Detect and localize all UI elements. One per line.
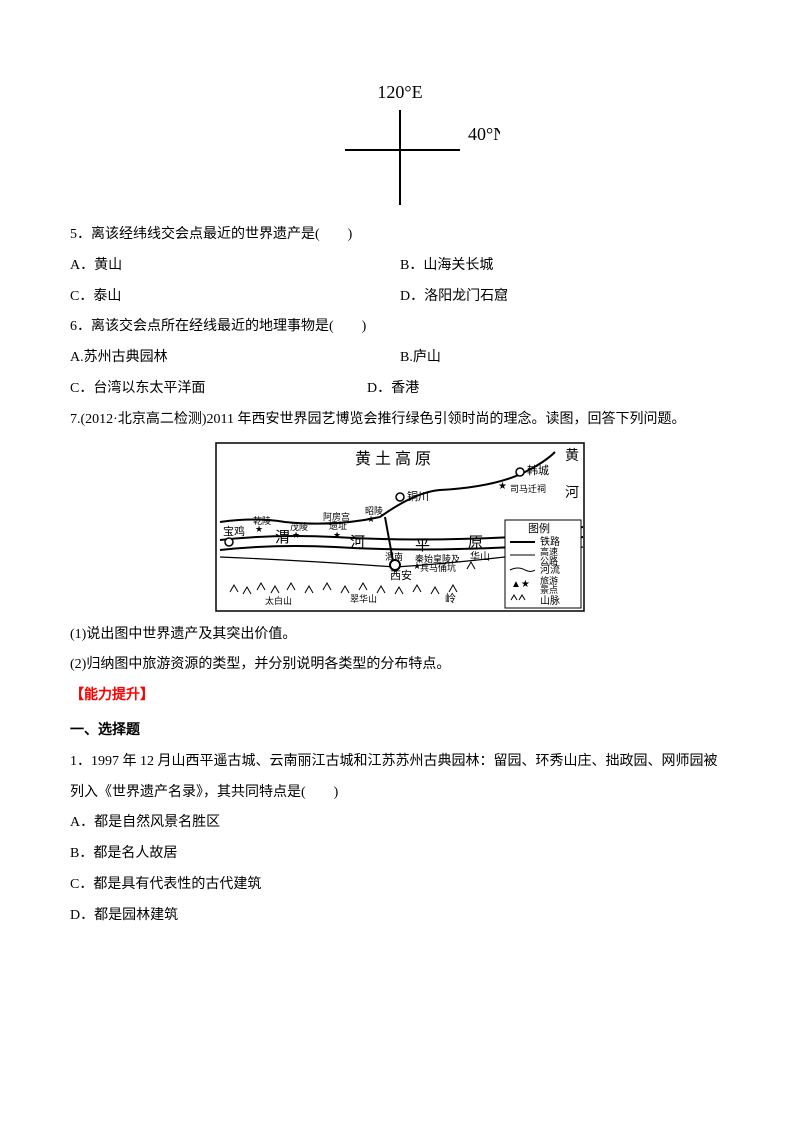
coord-diagram: 120°E 40°N — [70, 80, 730, 210]
legend-title: 图例 — [528, 521, 550, 535]
city-weinan: 渭南 — [385, 551, 403, 562]
plain-ping: 平 — [415, 538, 430, 554]
q5-optD: D．洛阳龙门石窟 — [400, 282, 730, 313]
yellow-river-label: 黄 — [565, 447, 579, 464]
qb1-optA: A．都是自然风景名胜区 — [70, 808, 730, 839]
q5-stem: 5．离该经纬线交会点最近的世界遗产是( ) — [70, 220, 730, 251]
qb1-optB: B．都是名人故居 — [70, 839, 730, 870]
coord-svg: 120°E 40°N — [300, 80, 500, 210]
star-qsh: ★ — [413, 561, 421, 571]
plain-yuan: 原 — [468, 535, 483, 551]
plateau-label: 黄 土 高 原 — [355, 450, 431, 468]
legend-star: ▲★ — [511, 579, 530, 590]
yellow-river-label2: 河 — [565, 485, 579, 501]
q7-sub2: (2)归纳图中旅游资源的类型，并分别说明各类型的分布特点。 — [70, 650, 730, 681]
q5-optC: C．泰山 — [70, 282, 400, 313]
legend-river: 河流 — [540, 563, 560, 576]
star-afang: ★ — [333, 530, 341, 540]
city-tongchuan-dot — [396, 493, 404, 501]
q6-optC: C．台湾以东太平洋面 — [70, 374, 367, 405]
lon-label: 120°E — [377, 82, 422, 102]
city-hancheng: 韩城 — [527, 463, 549, 477]
qb1-stem: 1．1997 年 12 月山西平遥古城、云南丽江古城和江苏苏州古典园林：留园、环… — [70, 747, 730, 809]
qb1-optC: C．都是具有代表性的古代建筑 — [70, 870, 730, 901]
city-cuihua: 翠华山 — [350, 593, 377, 604]
star-sima: ★ — [498, 481, 507, 492]
q5-row2: C．泰山 D．洛阳龙门石窟 — [70, 282, 730, 313]
lat-label: 40°N — [468, 124, 500, 144]
q6-optB: B.庐山 — [400, 343, 730, 374]
section-heading: 一、选择题 — [70, 716, 730, 747]
legend-spot2: 景点 — [540, 585, 558, 595]
star-zhaoling: ★ — [367, 514, 375, 524]
city-qsh2: 兵马俑坑 — [420, 562, 456, 573]
q6-row1: A.苏州古典园林 B.庐山 — [70, 343, 730, 374]
q5-optB: B．山海关长城 — [400, 251, 730, 282]
q6-optD: D．香港 — [367, 374, 730, 405]
q5-optA: A．黄山 — [70, 251, 400, 282]
q6-optA: A.苏州古典园林 — [70, 343, 400, 374]
city-huashan: 华山 — [470, 550, 490, 563]
star-maoling: ★ — [292, 530, 300, 540]
star-qianling: ★ — [255, 524, 263, 534]
city-baoji-dot — [225, 538, 233, 546]
q6-row2: C．台湾以东太平洋面 D．香港 — [70, 374, 730, 405]
ling-label: 岭 — [445, 591, 456, 605]
legend-mountain: 山脉 — [540, 594, 560, 607]
city-tongchuan: 铜川 — [407, 489, 429, 503]
city-taibai: 太白山 — [265, 595, 292, 606]
q6-stem: 6．离该交会点所在经线最近的地理事物是( ) — [70, 312, 730, 343]
q7-stem: 7.(2012·北京高二检测)2011 年西安世界园艺博览会推行绿色引领时尚的理… — [70, 405, 730, 436]
map-svg: 黄 土 高 原 黄 河 渭 河 平 原 韩城 司马迁祠 ★ 铜川 宝鸡 乾陵 ★… — [215, 442, 585, 612]
q7-sub1: (1)说出图中世界遗产及其突出价值。 — [70, 620, 730, 651]
plain-wei: 渭 — [275, 529, 290, 546]
city-baoji: 宝鸡 — [223, 524, 245, 538]
q5-row1: A．黄山 B．山海关长城 — [70, 251, 730, 282]
city-sima: 司马迁祠 — [510, 483, 546, 494]
ability-heading: 【能力提升】 — [70, 681, 730, 712]
qb1-optD: D．都是园林建筑 — [70, 901, 730, 932]
city-xian: 西安 — [390, 568, 412, 582]
plain-he: 河 — [350, 534, 365, 551]
map-diagram: 黄 土 高 原 黄 河 渭 河 平 原 韩城 司马迁祠 ★ 铜川 宝鸡 乾陵 ★… — [70, 442, 730, 612]
city-hancheng-dot — [516, 468, 524, 476]
